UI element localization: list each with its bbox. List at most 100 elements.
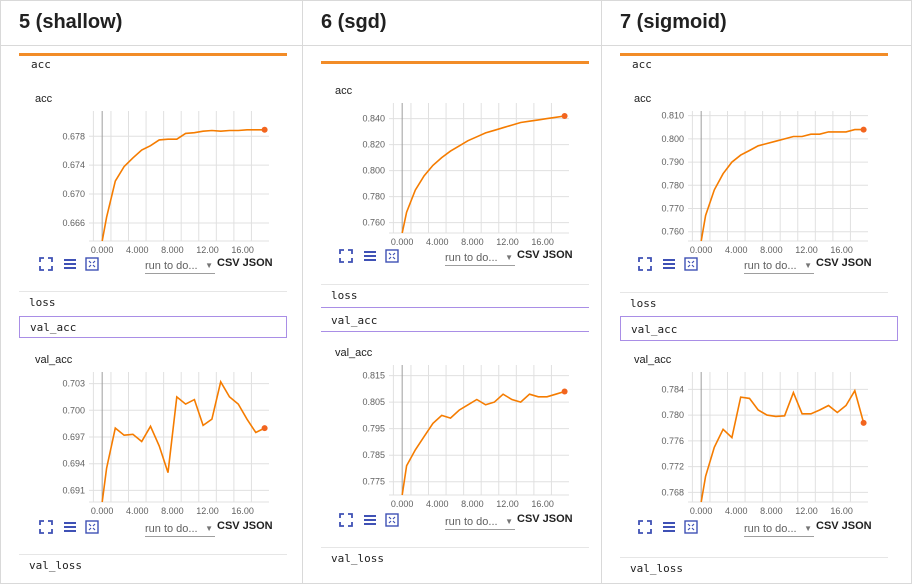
x-tick-label: 16.00 xyxy=(231,245,254,255)
val-acc-chart-card: val_acc 0.000 4.000 8.000 12.00 16.00 0.703 0.… xyxy=(19,346,287,551)
download-csv-json[interactable]: CSV JSON xyxy=(816,520,872,532)
acc-line-chart[interactable]: 0.000 4.000 8.000 12.00 16.00 0.678 0.674 0.670… xyxy=(19,103,287,273)
x-tick-label: 8.000 xyxy=(461,237,484,247)
acc-line-chart[interactable]: 0.000 4.000 8.000 12.00 16.00 0.840 0.820 0.800… xyxy=(319,95,587,265)
expand-icon[interactable] xyxy=(385,249,399,263)
download-csv-json[interactable]: CSV JSON xyxy=(217,520,273,532)
download-csv-json[interactable]: CSV JSON xyxy=(517,249,573,261)
x-tick-label: 12.00 xyxy=(496,237,519,247)
run-select[interactable]: run to do... ▼ xyxy=(744,260,814,274)
y-tick-label: 0.800 xyxy=(362,166,385,176)
series-line xyxy=(101,129,265,242)
series-line xyxy=(401,115,565,234)
acc-line-chart[interactable]: 0.000 4.000 8.000 12.00 16.00 0.810 0.800 0.790… xyxy=(618,103,886,273)
y-tick-label: 0.666 xyxy=(62,218,85,228)
expand-icon[interactable] xyxy=(85,257,99,271)
tag-loss[interactable]: loss xyxy=(321,284,589,306)
toggle-log-scale-icon[interactable] xyxy=(63,257,77,271)
expand-icon[interactable] xyxy=(385,513,399,527)
x-tick-label: 12.00 xyxy=(196,245,219,255)
run-select[interactable]: run to do... ▼ xyxy=(445,516,515,530)
tag-val-loss[interactable]: val_loss xyxy=(321,547,589,569)
title-divider xyxy=(602,45,911,46)
val-acc-line-chart[interactable]: 0.000 4.000 8.000 12.00 16.00 0.703 0.700 0.697… xyxy=(19,364,287,534)
tag-acc-header[interactable]: acc xyxy=(632,58,652,71)
tag-val-acc[interactable]: val_acc xyxy=(620,316,898,341)
val-acc-line-chart[interactable]: 0.000 4.000 8.000 12.00 16.00 0.815 0.805 0.795… xyxy=(319,357,587,527)
y-tick-label: 0.703 xyxy=(62,379,85,389)
tag-val-loss[interactable]: val_loss xyxy=(620,557,888,579)
y-tick-label: 0.800 xyxy=(661,134,684,144)
y-tick-label: 0.691 xyxy=(62,485,85,495)
y-tick-label: 0.694 xyxy=(62,459,85,469)
download-csv-json[interactable]: CSV JSON xyxy=(816,257,872,269)
chart-label: acc xyxy=(335,85,353,97)
fit-domain-icon[interactable] xyxy=(339,513,353,527)
toggle-log-scale-icon[interactable] xyxy=(662,257,676,271)
toggle-log-scale-icon[interactable] xyxy=(63,520,77,534)
download-csv-json[interactable]: CSV JSON xyxy=(517,513,573,525)
expand-icon[interactable] xyxy=(684,520,698,534)
x-tick-label: 16.00 xyxy=(830,245,853,255)
val-acc-line-chart[interactable]: 0.000 4.000 8.000 12.00 16.00 0.784 0.780 0.776… xyxy=(618,364,886,534)
download-csv-json[interactable]: CSV JSON xyxy=(217,257,273,269)
chart-controls: run to do... ▼ CSV JSON xyxy=(319,247,587,269)
y-tick-label: 0.810 xyxy=(661,111,684,121)
expand-icon[interactable] xyxy=(85,520,99,534)
x-tick-label: 16.00 xyxy=(830,506,853,516)
last-point-marker xyxy=(860,126,867,133)
x-tick-label: 4.000 xyxy=(426,499,449,509)
x-tick-label: 8.000 xyxy=(760,245,783,255)
val-acc-chart-card: val_acc 0.000 4.000 8.000 12.00 16.00 0.784 0.… xyxy=(618,346,886,551)
run-select[interactable]: run to do... ▼ xyxy=(744,523,814,537)
tag-val-acc[interactable]: val_acc xyxy=(321,307,589,332)
column-title: 5 (shallow) xyxy=(19,11,123,33)
tag-color-bar xyxy=(620,53,888,56)
tag-color-bar xyxy=(19,53,287,56)
toggle-log-scale-icon[interactable] xyxy=(363,249,377,263)
y-tick-label: 0.780 xyxy=(362,192,385,202)
y-tick-label: 0.780 xyxy=(661,180,684,190)
fit-domain-icon[interactable] xyxy=(638,520,652,534)
series-line xyxy=(700,128,864,242)
fit-domain-icon[interactable] xyxy=(339,249,353,263)
column-title: 6 (sgd) xyxy=(321,11,387,33)
tag-val-acc[interactable]: val_acc xyxy=(19,316,287,338)
run-select[interactable]: run to do... ▼ xyxy=(145,523,215,537)
x-tick-label: 8.000 xyxy=(161,245,184,255)
x-tick-label: 0.000 xyxy=(91,506,114,516)
x-tick-label: 8.000 xyxy=(760,506,783,516)
y-tick-label: 0.840 xyxy=(362,114,385,124)
run-select[interactable]: run to do... ▼ xyxy=(445,252,515,266)
toggle-log-scale-icon[interactable] xyxy=(363,513,377,527)
run-select[interactable]: run to do... ▼ xyxy=(145,260,215,274)
fit-domain-icon[interactable] xyxy=(39,257,53,271)
y-tick-label: 0.700 xyxy=(62,405,85,415)
fit-domain-icon[interactable] xyxy=(638,257,652,271)
tag-val-loss[interactable]: val_loss xyxy=(19,554,287,576)
x-tick-label: 0.000 xyxy=(690,506,713,516)
acc-chart-card: acc 0.000 4.000 8.000 12.00 16.00 0.678 0.674 0… xyxy=(19,81,287,286)
x-tick-label: 0.000 xyxy=(690,245,713,255)
val-acc-chart-card: val_acc 0.000 4.000 8.000 12.00 16.00 0.815 0.… xyxy=(319,339,587,544)
y-tick-label: 0.770 xyxy=(661,204,684,214)
run-column-2: 6 (sgd) acc 0.000 4.000 8.000 12.00 16.00 0.8… xyxy=(302,0,602,584)
y-tick-label: 0.795 xyxy=(362,424,385,434)
y-tick-label: 0.674 xyxy=(62,160,85,170)
tag-loss[interactable]: loss xyxy=(19,291,287,313)
fit-domain-icon[interactable] xyxy=(39,520,53,534)
tag-loss[interactable]: loss xyxy=(620,292,888,314)
run-column-3: 7 (sigmoid) acc acc 0.000 4.000 8.000 12.00… xyxy=(601,0,912,584)
chart-label: val_acc xyxy=(335,347,373,359)
title-divider xyxy=(1,45,302,46)
y-tick-label: 0.785 xyxy=(362,450,385,460)
y-tick-label: 0.772 xyxy=(661,462,684,472)
y-tick-label: 0.697 xyxy=(62,432,85,442)
last-point-marker xyxy=(261,425,268,432)
expand-icon[interactable] xyxy=(684,257,698,271)
y-tick-label: 0.805 xyxy=(362,397,385,407)
tag-acc-header[interactable]: acc xyxy=(31,58,51,71)
toggle-log-scale-icon[interactable] xyxy=(662,520,676,534)
last-point-marker xyxy=(561,113,568,119)
